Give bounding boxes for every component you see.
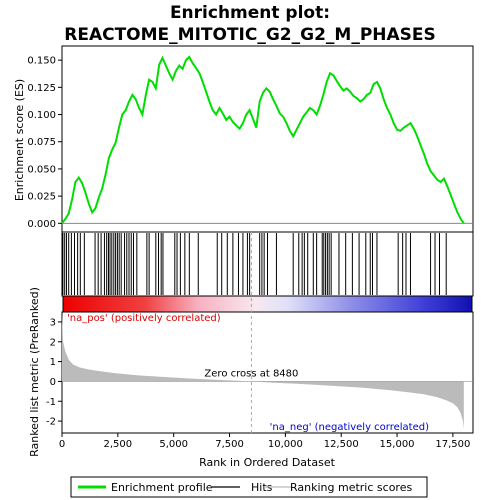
es-y-tick-label: 0.100	[27, 110, 56, 121]
x-tick-label: 10,000	[268, 439, 303, 450]
x-tick-label: 2,500	[104, 439, 133, 450]
es-y-axis: 0.000 0.025 0.050 0.075 0.100 0.125 0.150	[27, 56, 62, 230]
metric-y-tick-label: -2	[46, 417, 56, 428]
metric-y-axis: -2 -1 0 1 2 3	[46, 317, 62, 428]
legend-label: Enrichment profile	[111, 481, 213, 494]
es-y-tick-label: 0.050	[27, 164, 56, 175]
es-y-axis-label: Enrichment score (ES)	[13, 79, 26, 201]
es-curve	[61, 55, 465, 224]
metric-panel-frame	[61, 311, 474, 434]
metric-y-tick-label: 3	[50, 317, 56, 328]
es-panel-frame	[61, 45, 474, 233]
x-tick-label: 7,500	[215, 439, 244, 450]
legend-label: Hits	[251, 481, 273, 494]
hits-panel	[61, 231, 474, 297]
metric-panel: Zero cross at 8480 'na_pos' (positively …	[28, 232, 474, 457]
chart-title-line2: REACTOME_MITOTIC_G2_G2_M_PHASES	[64, 25, 436, 45]
legend-label: Ranking metric scores	[290, 481, 412, 494]
negative-correlation-label: 'na_neg' (negatively correlated)	[270, 422, 429, 433]
es-y-tick-label: 0.000	[27, 219, 56, 230]
hit-markers	[62, 233, 447, 295]
legend-frame	[70, 476, 428, 498]
x-tick-label: 17,500	[435, 439, 470, 450]
es-panel: 0.000 0.025 0.050 0.075 0.100 0.125 0.150 Enri…	[13, 45, 474, 233]
es-y-tick-label: 0.025	[27, 192, 56, 203]
es-y-tick-label: 0.075	[27, 137, 56, 148]
x-axis: 0 2,500 5,000 7,500 10,000 12,500 15,000 17,500	[59, 433, 470, 450]
x-tick-label: 5,000	[159, 439, 188, 450]
zero-cross-label: Zero cross at 8480	[204, 368, 298, 379]
metric-y-tick-label: -1	[46, 397, 56, 408]
legend: Enrichment profile Hits Ranking metric sco…	[70, 476, 428, 498]
metric-y-tick-label: 1	[50, 357, 56, 368]
x-tick-label: 0	[59, 439, 65, 450]
metric-y-axis-label: Ranked list metric (PreRanked)	[28, 287, 41, 457]
chart-title-line1: Enrichment plot:	[170, 3, 330, 23]
positive-correlation-label: 'na_pos' (positively correlated)	[67, 313, 221, 324]
x-tick-label: 15,000	[380, 439, 415, 450]
rank-color-bar	[62, 295, 473, 313]
metric-y-tick-label: 2	[50, 337, 56, 348]
es-y-tick-label: 0.150	[27, 56, 56, 67]
metric-y-tick-label: 0	[50, 377, 56, 388]
es-y-tick-label: 0.125	[27, 83, 56, 94]
x-axis-label: Rank in Ordered Dataset	[199, 456, 336, 469]
x-tick-label: 12,500	[324, 439, 359, 450]
